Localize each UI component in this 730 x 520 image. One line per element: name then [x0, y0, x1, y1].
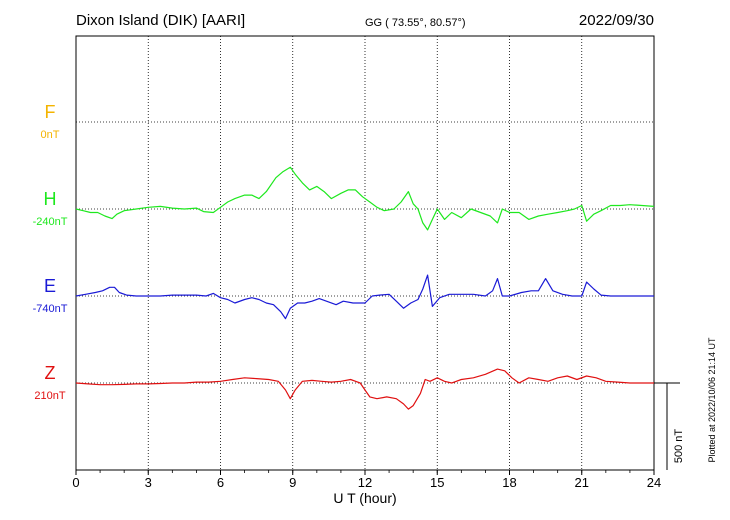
x-tick-label: 3 — [145, 475, 152, 490]
x-ticks: 0 3 6 9 12 15 18 21 24 — [72, 470, 661, 490]
series-baseline-h: -240nT — [33, 216, 68, 228]
series-line-z — [75, 368, 654, 410]
x-tick-label: 12 — [358, 475, 372, 490]
series-layer — [75, 166, 655, 410]
x-tick-label: 6 — [217, 475, 224, 490]
x-tick-label: 0 — [72, 475, 79, 490]
grid — [76, 36, 654, 470]
scale-bar: 500 nT — [654, 382, 685, 470]
series-labels: F 0nT H -240nT E -740nT Z 210nT — [33, 102, 68, 402]
x-tick-label: 21 — [575, 475, 589, 490]
scale-bar-label: 500 nT — [673, 429, 685, 464]
x-tick-label: 9 — [289, 475, 296, 490]
series-label-h: H — [44, 189, 57, 209]
series-label-f: F — [45, 102, 56, 122]
x-axis-title: U T (hour) — [333, 490, 396, 506]
x-tick-label: 18 — [502, 475, 516, 490]
series-baseline-z: 210nT — [34, 390, 65, 402]
series-label-e: E — [44, 276, 56, 296]
series-label-z: Z — [45, 363, 56, 383]
series-line-e — [75, 274, 654, 320]
series-baseline-f: 0nT — [41, 129, 60, 141]
x-tick-label: 24 — [647, 475, 661, 490]
chart-date: 2022/09/30 — [579, 12, 654, 29]
plotted-at: Plotted at 2022/10/06 21:14 UT — [707, 337, 717, 463]
station-coords: GG ( 73.55°, 80.57°) — [365, 17, 466, 29]
station-title: Dixon Island (DIK) [AARI] — [76, 12, 245, 29]
series-baseline-e: -740nT — [33, 303, 68, 315]
series-line-h — [75, 166, 655, 231]
x-tick-label: 15 — [430, 475, 444, 490]
